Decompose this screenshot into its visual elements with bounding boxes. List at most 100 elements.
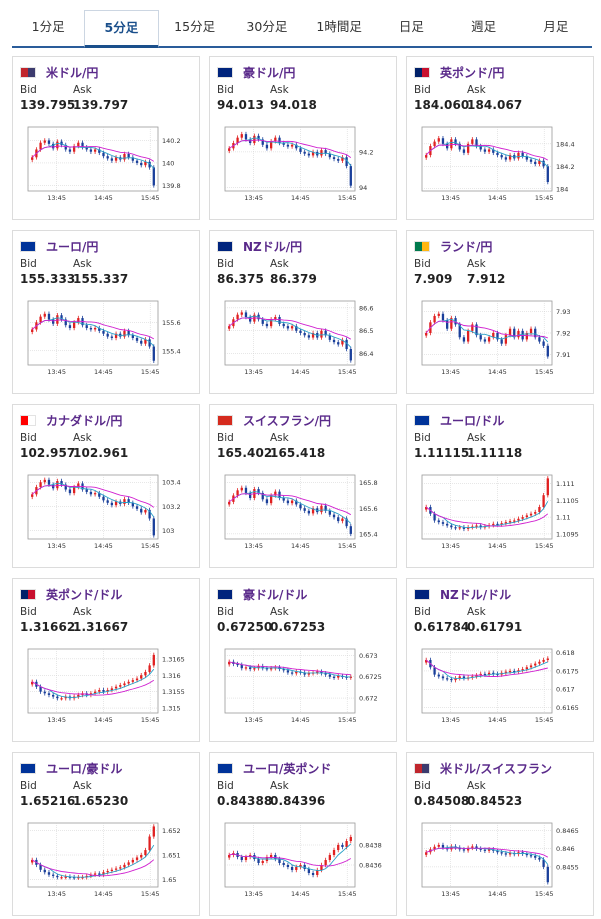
candlestick-chart: 13:45 14:45 15:45 0.8465 0.846 0.8455 <box>421 822 579 898</box>
pair-link[interactable]: NZドル/ドル <box>440 587 512 602</box>
candle-body <box>487 149 491 152</box>
tab-2[interactable]: 5分足 <box>84 10 159 48</box>
plot-frame <box>27 474 159 540</box>
candle-body <box>102 330 105 334</box>
pair-link[interactable]: スイスフラン/円 <box>243 413 332 428</box>
rate-card[interactable]: 米ドル/スイスフラン Bid Ask 0.84508 0.84523 13:45 14:45… <box>406 752 594 916</box>
candle-body <box>479 525 482 528</box>
x-tick-label: 14:45 <box>94 194 113 202</box>
candle-body <box>458 527 461 529</box>
candle-body <box>534 855 537 858</box>
y-tick-label: 165.8 <box>359 479 378 487</box>
bid-value: 94.013 <box>217 98 264 112</box>
pair-link[interactable]: カナダドル/円 <box>46 413 123 428</box>
y-tick-label: 0.6725 <box>359 673 382 681</box>
candle-body <box>441 138 445 144</box>
candle-body <box>249 667 252 670</box>
y-tick-label: 103.2 <box>162 503 181 511</box>
rate-card[interactable]: 豪ドル/円 Bid Ask 94.013 94.018 13:45 14:45 15:45 94… <box>209 56 397 220</box>
pair-link[interactable]: 英ポンド/円 <box>440 65 505 80</box>
bid-value: 0.61784 <box>414 620 470 634</box>
rate-card[interactable]: 英ポンド/円 Bid Ask 184.060 184.067 13:45 14:45 15:4… <box>406 56 594 220</box>
price-chart: 13:45 14:45 15:45 7.93 7.92 7.91 <box>414 297 589 385</box>
candle-body <box>144 671 147 676</box>
rate-card[interactable]: NZドル/ドル Bid Ask 0.61784 0.61791 13:45 14:45 15:… <box>406 578 594 742</box>
ask-value: 86.379 <box>270 272 317 286</box>
pair-link[interactable]: ランド/円 <box>440 239 493 254</box>
rate-card[interactable]: スイスフラン/円 Bid Ask 165.402 165.418 13:45 14:45 15… <box>209 404 397 568</box>
x-tick-label: 14:45 <box>94 890 113 898</box>
tab-8[interactable]: 月足 <box>543 19 569 34</box>
candle-body <box>496 152 499 156</box>
candle-body <box>31 859 34 863</box>
rate-card[interactable]: 英ポンド/ドル Bid Ask 1.31662 1.31667 13:45 14:45 15:… <box>12 578 200 742</box>
pair-link[interactable]: 豪ドル/ドル <box>243 587 308 602</box>
x-tick-label: 15:45 <box>141 368 160 376</box>
ma-short-line <box>36 317 155 347</box>
rate-card[interactable]: カナダドル/円 Bid Ask 102.957 102.961 13:45 14:45 15:… <box>12 404 200 568</box>
x-tick-label: 13:45 <box>47 368 66 376</box>
rate-card[interactable]: 豪ドル/ドル Bid Ask 0.67250 0.67253 13:45 14:45 15:4… <box>209 578 397 742</box>
rate-card[interactable]: ユーロ/英ポンド Bid Ask 0.84388 0.84396 13:45 14:45 15… <box>209 752 397 916</box>
tab-4[interactable]: 30分足 <box>246 19 288 34</box>
candle-body <box>303 865 306 869</box>
candle-body <box>131 335 134 338</box>
y-tick-label: 139.8 <box>162 182 181 190</box>
candle-body <box>320 671 323 674</box>
pair-link[interactable]: 米ドル/円 <box>46 65 99 80</box>
rate-card[interactable]: 米ドル/円 Bid Ask 139.795 139.797 13:45 14:45 15:45… <box>12 56 200 220</box>
card-header: NZドル/ドル <box>414 586 511 602</box>
tab-3[interactable]: 15分足 <box>174 19 216 34</box>
candlestick-chart: 13:45 14:45 15:45 103.4 103.2 103 <box>27 474 181 550</box>
candle-body <box>93 328 97 330</box>
candle-body <box>127 862 130 865</box>
x-tick-label: 14:45 <box>291 194 310 202</box>
rate-card[interactable]: ユーロ/ドル Bid Ask 1.11115 1.11118 13:45 14:45 15:4… <box>406 404 594 568</box>
tab-5[interactable]: 1時間足 <box>316 19 362 34</box>
rate-card[interactable]: NZドル/円 Bid Ask 86.375 86.379 13:45 14:45 15:45 8… <box>209 230 397 394</box>
tab-6[interactable]: 日足 <box>398 19 424 34</box>
rate-card[interactable]: ユーロ/円 Bid Ask 155.333 155.337 13:45 14:45 15:45… <box>12 230 200 394</box>
candle-body <box>236 314 239 320</box>
candle-body <box>68 325 72 329</box>
candle-body <box>114 157 118 161</box>
candle-body <box>341 518 344 522</box>
candle-body <box>52 694 55 697</box>
ma-long-line <box>425 144 549 161</box>
candle-body <box>538 337 541 342</box>
bid-value: 7.909 <box>414 272 453 286</box>
candle-body <box>500 155 503 158</box>
candle-body <box>119 867 122 869</box>
pair-link[interactable]: 米ドル/スイスフラン <box>440 761 553 776</box>
tab-7[interactable]: 週足 <box>471 19 497 34</box>
pair-link[interactable]: NZドル/円 <box>243 239 303 254</box>
candle-body <box>513 520 516 522</box>
candle-body <box>106 871 109 873</box>
pair-link[interactable]: 英ポンド/ドル <box>46 587 123 602</box>
candle-body <box>123 330 126 337</box>
rate-card[interactable]: ユーロ/豪ドル Bid Ask 1.65216 1.65230 13:45 14:45 15:… <box>12 752 200 916</box>
candle-body <box>274 491 277 496</box>
pair-link[interactable]: ユーロ/円 <box>46 239 99 254</box>
candle-body <box>60 141 63 145</box>
tab-1[interactable]: 1分足 <box>31 19 65 34</box>
candle-body <box>265 499 269 504</box>
candle-body <box>110 158 114 161</box>
rate-card[interactable]: ランド/円 Bid Ask 7.909 7.912 13:45 14:45 15:45 7.93… <box>406 230 594 394</box>
candle-body <box>60 315 63 320</box>
candle-body <box>244 312 248 317</box>
candle-body <box>290 672 294 674</box>
pair-link[interactable]: 豪ドル/円 <box>243 65 296 80</box>
ma-long-line <box>229 853 352 867</box>
ma-long-line <box>31 859 155 877</box>
ma-short-line <box>233 491 352 524</box>
y-tick-label: 1.315 <box>162 705 181 713</box>
bid-value: 139.795 <box>20 98 76 112</box>
pair-link[interactable]: ユーロ/豪ドル <box>46 761 123 776</box>
candle-body <box>240 857 243 860</box>
pair-link[interactable]: ユーロ/ドル <box>440 413 505 428</box>
ask-label: Ask <box>270 780 289 792</box>
candle-body <box>328 674 331 677</box>
pair-link[interactable]: ユーロ/英ポンド <box>243 761 332 776</box>
candle-body <box>462 676 466 679</box>
